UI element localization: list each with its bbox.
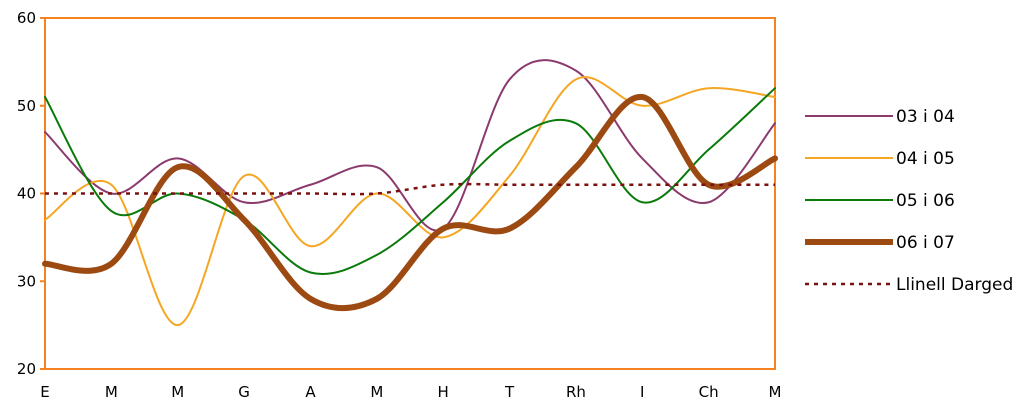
y-tick-label: 20 xyxy=(17,360,36,378)
x-tick-label: Ch xyxy=(699,383,719,401)
legend-label-2: 04 i 05 xyxy=(896,149,955,169)
x-tick-label: A xyxy=(305,383,316,401)
y-tick-label: 50 xyxy=(17,97,36,115)
series-line-2 xyxy=(44,76,776,327)
legend-label-1: 03 i 04 xyxy=(896,107,955,127)
y-tick-label: 40 xyxy=(17,185,36,203)
x-tick-label: I xyxy=(640,383,644,401)
x-tick-label: G xyxy=(238,383,250,401)
x-tick-label: Rh xyxy=(566,383,586,401)
x-tick-label: T xyxy=(504,383,515,401)
x-tick-label: E xyxy=(40,383,49,401)
legend-label-5: Llinell Darged xyxy=(896,275,1013,295)
series-line-5 xyxy=(44,182,775,196)
y-tick-label: 60 xyxy=(17,9,36,27)
x-tick-label: M xyxy=(370,383,383,401)
x-tick-label: M xyxy=(769,383,782,401)
series-line-3 xyxy=(44,87,776,275)
x-tick-label: M xyxy=(171,383,184,401)
x-tick-label: M xyxy=(105,383,118,401)
series-line-1 xyxy=(44,59,776,232)
x-tick-label: H xyxy=(438,383,449,401)
legend-label-3: 05 i 06 xyxy=(896,191,955,211)
legend-label-4: 06 i 07 xyxy=(896,233,955,253)
y-tick-label: 30 xyxy=(17,272,36,290)
series-line-4 xyxy=(42,93,778,312)
